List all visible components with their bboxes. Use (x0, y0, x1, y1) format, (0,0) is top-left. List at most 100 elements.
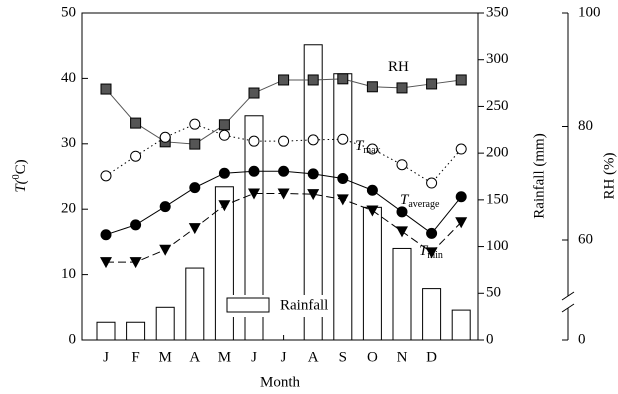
tmax-marker (130, 150, 142, 162)
y2-tick-label: 200 (486, 145, 509, 161)
axis-break (561, 303, 575, 313)
rainfall-bar (451, 309, 471, 341)
tmax-marker (307, 134, 319, 146)
x-tick-label: J (251, 349, 257, 365)
series-line (105, 78, 462, 145)
x-tick-label: D (426, 349, 437, 365)
legend-label: Rainfall (280, 297, 328, 313)
rh-marker (248, 87, 260, 99)
y3-tick-label: 0 (578, 331, 586, 347)
rh-marker (455, 74, 467, 86)
annotation-text: RH (388, 59, 409, 75)
rainfall-bar (96, 321, 116, 341)
tmax-marker (100, 170, 112, 182)
tmin-marker (188, 223, 201, 235)
taverage-marker (189, 182, 201, 194)
annotation-sub: average (408, 199, 440, 210)
annotation: Tmin (419, 243, 443, 261)
y-tick-label: 30 (61, 135, 76, 151)
rainfall-bar (333, 73, 353, 341)
rh-marker (130, 117, 142, 129)
y2-tick-label: 300 (486, 51, 509, 67)
tmin-marker (218, 200, 231, 212)
tmin-marker (366, 205, 379, 217)
tmax-marker (366, 143, 378, 155)
taverage-marker (307, 168, 319, 180)
y-axis-label-part: 0 (11, 174, 22, 179)
tmax-marker (159, 131, 171, 143)
taverage-marker (248, 165, 260, 177)
taverage-marker (159, 201, 171, 213)
y-axis-label-part: C) (13, 159, 29, 174)
tmin-marker (100, 257, 112, 269)
y3-axis-label: RH (%) (601, 152, 617, 199)
y3-tick-label: 60 (578, 231, 593, 247)
tmax-marker (455, 143, 467, 155)
tmax-marker (337, 133, 349, 145)
taverage-marker (396, 206, 408, 218)
taverage-marker (100, 229, 112, 241)
legend-swatch (226, 297, 270, 313)
rainfall-bar (422, 288, 442, 341)
rh-marker (278, 74, 290, 86)
y-tick-label: 50 (61, 4, 76, 20)
y-axis-label: T(0C) (11, 159, 29, 192)
y3-tick-label: 100 (578, 4, 601, 20)
x-axis-label: Month (260, 374, 301, 390)
rainfall-bar (362, 206, 382, 341)
tmin-marker (277, 188, 290, 200)
rh-marker (426, 78, 438, 90)
y-tick-label: 10 (61, 266, 76, 282)
x-tick-label: S (339, 349, 347, 365)
annotation-text: T (400, 192, 410, 208)
rh-marker (100, 83, 112, 95)
annotation-sub: max (363, 145, 380, 156)
y-tick-label: 0 (69, 331, 77, 347)
x-tick-label: M (159, 349, 172, 365)
y3-tick-label: 80 (578, 118, 593, 134)
rainfall-bar (126, 321, 146, 341)
y2-tick-label: 0 (486, 331, 494, 347)
annotation: Taverage (400, 192, 440, 210)
tmin-marker (129, 257, 142, 269)
tmax-marker (189, 118, 201, 130)
x-tick-label: M (218, 349, 231, 365)
rainfall-bar (155, 306, 175, 341)
tmin-marker (455, 217, 468, 229)
y-axis-label-part: T( (13, 178, 29, 192)
y2-tick-label: 150 (486, 191, 509, 207)
x-tick-label: A (189, 349, 200, 365)
x-tick-label: J (281, 349, 287, 365)
tmin-marker (425, 247, 438, 259)
x-tick-label: O (367, 349, 378, 365)
tmin-marker (396, 226, 408, 238)
annotation: Tmax (355, 138, 381, 156)
plot-frame (81, 12, 479, 341)
tmax-marker (278, 135, 290, 147)
x-tick-label: F (131, 349, 139, 365)
annotation: RH (388, 59, 409, 75)
y-tick-label: 40 (61, 70, 76, 86)
tmax-marker (426, 177, 438, 189)
rh-marker (337, 73, 349, 85)
taverage-marker (218, 167, 230, 179)
y2-axis-label: Rainfall (mm) (531, 133, 547, 218)
x-tick-label: J (103, 349, 109, 365)
tmax-marker (396, 159, 408, 171)
annotation-text: T (419, 243, 429, 259)
annotation-sub: min (427, 250, 443, 261)
y-tick-label: 20 (61, 201, 76, 217)
x-tick-label: A (308, 349, 319, 365)
rh-marker (396, 82, 408, 94)
y2-tick-label: 50 (486, 285, 501, 301)
taverage-marker (426, 227, 438, 239)
y2-tick-label: 250 (486, 98, 509, 114)
x-tick-label: N (397, 349, 408, 365)
taverage-marker (337, 172, 349, 184)
annotation-text: T (355, 138, 365, 154)
taverage-marker (366, 184, 378, 196)
tmin-marker (248, 188, 260, 200)
tmin-marker (307, 189, 320, 201)
